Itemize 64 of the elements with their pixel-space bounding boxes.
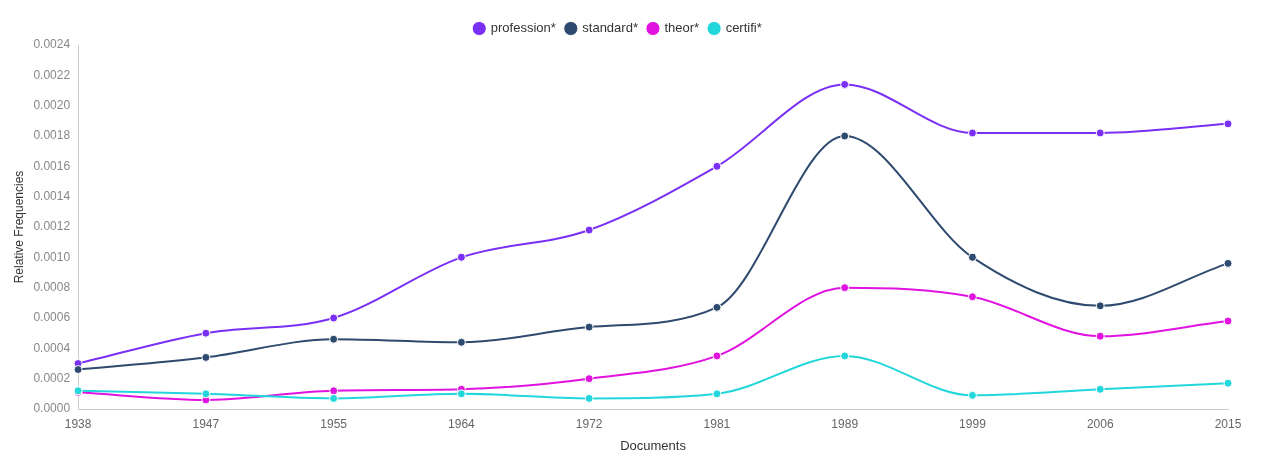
legend-label: standard*: [582, 20, 638, 36]
x-tick-label: 1999: [959, 416, 987, 431]
x-tick-label: 1955: [320, 416, 348, 431]
x-tick-label: 1972: [575, 416, 603, 431]
point: [840, 131, 850, 141]
x-tick-label: 1989: [831, 416, 859, 431]
point: [1095, 384, 1105, 394]
point: [1223, 378, 1233, 388]
point: [712, 302, 722, 312]
x-tick-label: 1938: [64, 416, 92, 431]
y-tick-label: 0.0006: [33, 310, 71, 325]
point: [456, 389, 466, 399]
y-tick-label: 0.0008: [33, 279, 71, 294]
y-tick-label: 0.0016: [33, 158, 71, 173]
y-tick-label: 0.0024: [33, 37, 71, 52]
point: [1223, 119, 1233, 129]
point: [712, 161, 722, 171]
x-tick-label: 2006: [1086, 416, 1114, 431]
x-tick-label: 1947: [192, 416, 220, 431]
y-tick-label: 0.0018: [33, 128, 71, 143]
point: [329, 334, 339, 344]
y-tick-label: 0.0014: [33, 188, 71, 203]
point: [712, 389, 722, 399]
point: [201, 328, 211, 338]
x-tick-label: 1964: [448, 416, 476, 431]
point: [840, 351, 850, 361]
y-tick-label: 0.0010: [33, 249, 71, 264]
point: [967, 292, 977, 302]
point: [73, 365, 83, 375]
x-tick-label: 2015: [1214, 416, 1242, 431]
point: [840, 283, 850, 293]
point: [329, 313, 339, 323]
point: [584, 225, 594, 235]
y-tick-label: 0.0004: [33, 340, 71, 355]
point: [1095, 128, 1105, 138]
x-tick-label: 1981: [703, 416, 731, 431]
point: [456, 252, 466, 262]
point: [840, 79, 850, 89]
point: [712, 351, 722, 361]
point: [584, 393, 594, 403]
point: [584, 322, 594, 332]
point: [584, 374, 594, 384]
y-tick-label: 0.0000: [33, 401, 71, 416]
point: [1095, 331, 1105, 341]
legend-label: theor*: [664, 20, 700, 36]
y-tick-label: 0.0022: [33, 67, 71, 82]
legend-label: certifi*: [725, 20, 762, 36]
legend-label: profession*: [490, 20, 556, 36]
y-axis-title: Relative Frequencies: [11, 170, 26, 284]
point: [329, 386, 339, 396]
point: [1223, 258, 1233, 268]
y-tick-label: 0.0002: [33, 370, 71, 385]
point: [967, 252, 977, 262]
y-tick-label: 0.0012: [33, 219, 71, 234]
point: [1223, 316, 1233, 326]
point: [967, 390, 977, 400]
point: [1095, 301, 1105, 311]
x-axis-title: Documents: [620, 437, 687, 453]
y-tick-label: 0.0020: [33, 97, 71, 112]
point: [456, 337, 466, 347]
point: [201, 352, 211, 362]
point: [201, 389, 211, 399]
point: [967, 128, 977, 138]
point: [329, 393, 339, 403]
